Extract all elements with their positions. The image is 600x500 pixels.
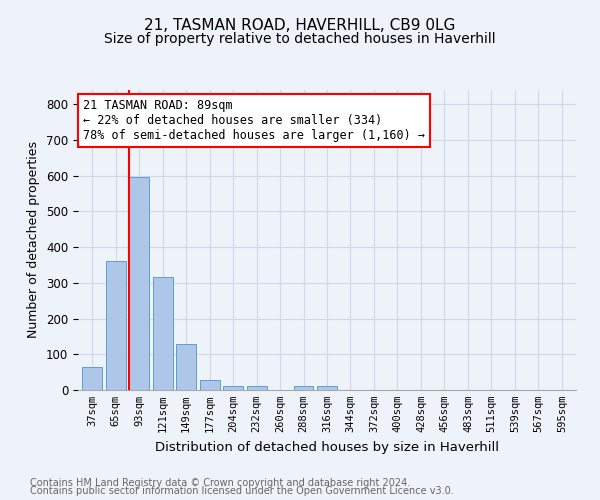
Text: Contains HM Land Registry data © Crown copyright and database right 2024.: Contains HM Land Registry data © Crown c…: [30, 478, 410, 488]
Bar: [106, 262, 125, 390]
Y-axis label: Number of detached properties: Number of detached properties: [28, 142, 40, 338]
Bar: [247, 386, 266, 390]
Bar: [129, 177, 149, 390]
Bar: [176, 344, 196, 390]
Text: 21, TASMAN ROAD, HAVERHILL, CB9 0LG: 21, TASMAN ROAD, HAVERHILL, CB9 0LG: [145, 18, 455, 32]
Bar: [317, 386, 337, 390]
Bar: [152, 277, 173, 390]
Bar: [82, 367, 102, 390]
Bar: [223, 386, 243, 390]
X-axis label: Distribution of detached houses by size in Haverhill: Distribution of detached houses by size …: [155, 440, 499, 454]
Bar: [200, 380, 220, 390]
Text: 21 TASMAN ROAD: 89sqm
← 22% of detached houses are smaller (334)
78% of semi-det: 21 TASMAN ROAD: 89sqm ← 22% of detached …: [83, 99, 425, 142]
Bar: [293, 386, 313, 390]
Text: Size of property relative to detached houses in Haverhill: Size of property relative to detached ho…: [104, 32, 496, 46]
Text: Contains public sector information licensed under the Open Government Licence v3: Contains public sector information licen…: [30, 486, 454, 496]
